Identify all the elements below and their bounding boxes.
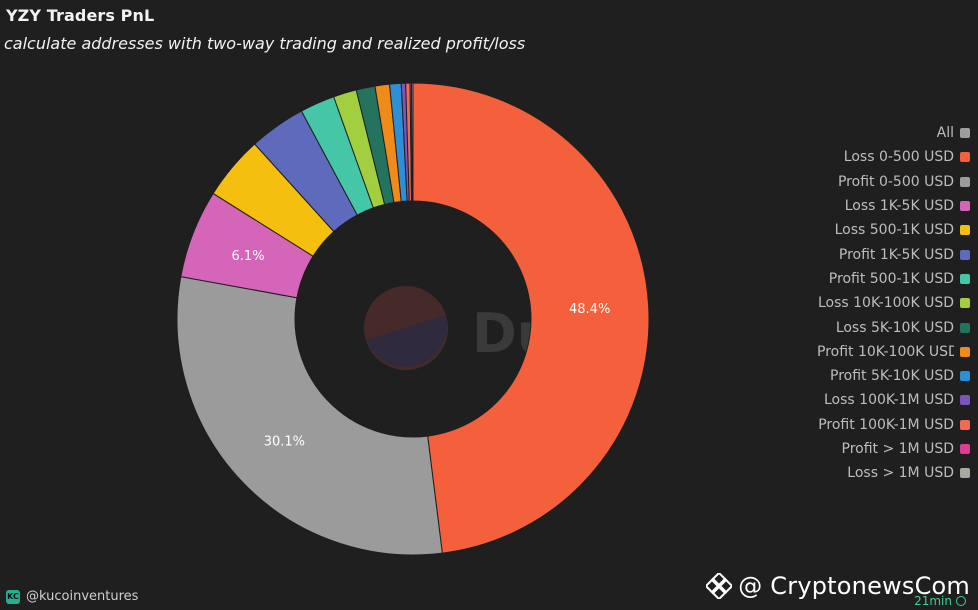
legend-item[interactable]: Profit 10K-100K USD	[817, 340, 970, 364]
legend-item[interactable]: Profit 1K-5K USD	[839, 242, 970, 266]
watermark-text: @ CryptonewsCom	[738, 572, 970, 600]
legend-swatch	[960, 249, 970, 260]
legend-label: Profit 5K-10K USD	[830, 368, 954, 385]
legend-swatch	[960, 395, 970, 406]
legend-swatch	[960, 419, 970, 430]
pie-data-labels: 48.4% 30.1% 6.1%	[232, 249, 611, 450]
legend-swatch	[960, 298, 970, 309]
legend-label: All	[936, 125, 954, 142]
legend-label: Loss 5K-10K USD	[835, 319, 954, 336]
pie-data-label: 6.1%	[232, 249, 265, 264]
legend-item[interactable]: All	[937, 121, 970, 145]
legend-label: Loss 10K-100K USD	[817, 295, 954, 312]
legend-item[interactable]: Profit 500-1K USD	[829, 267, 970, 291]
legend-label: Profit 100K-1M USD	[818, 416, 954, 433]
chart-title: YZY Traders PnL	[6, 6, 155, 25]
legend-swatch	[960, 468, 970, 479]
legend-label: Loss 500-1K USD	[834, 222, 954, 239]
pie-data-label: 30.1%	[264, 435, 305, 450]
legend-label: Profit > 1M USD	[841, 441, 955, 457]
legend-item[interactable]: Profit 5K-10K USD	[830, 364, 970, 388]
legend-item[interactable]: Loss 100K-1M USD	[824, 388, 970, 412]
legend-label: Profit 1K-5K USD	[838, 246, 954, 263]
legend-swatch	[960, 152, 970, 163]
legend-swatch	[960, 273, 970, 284]
pie-slice[interactable]	[176, 275, 443, 556]
legend-swatch	[960, 225, 970, 236]
legend-swatch	[960, 346, 970, 357]
legend-item[interactable]: Loss 0-500 USD	[844, 145, 970, 169]
legend-label: Loss 1K-5K USD	[844, 198, 954, 215]
refresh-check-icon	[956, 596, 966, 606]
legend-label: Profit 0-500 USD	[837, 173, 954, 190]
chart-legend: All Loss 0-500 USD Profit 0-500 USD Loss 1K…	[800, 121, 970, 485]
legend-swatch	[960, 371, 970, 382]
legend-swatch	[960, 176, 970, 187]
source-handle: KC @kucoinventures	[6, 589, 138, 604]
legend-item[interactable]: Loss 5K-10K USD	[836, 315, 970, 339]
legend-label: Profit 500-1K USD	[828, 270, 954, 287]
refresh-status[interactable]: 21min	[914, 594, 966, 608]
legend-item[interactable]: Profit > 1M USD	[841, 437, 970, 461]
legend-item[interactable]: Loss 1K-5K USD	[845, 194, 970, 218]
legend-label: Profit 10K-100K USD	[817, 343, 954, 360]
pie-slices	[176, 82, 650, 556]
legend-item[interactable]: Loss 500-1K USD	[835, 218, 970, 242]
legend-item[interactable]: Profit 0-500 USD	[838, 170, 970, 194]
pie-slice[interactable]	[412, 82, 650, 554]
legend-label: Loss > 1M USD	[847, 465, 954, 482]
source-handle-text: @kucoinventures	[26, 589, 139, 604]
legend-item[interactable]: Loss > 1M USD	[847, 461, 970, 485]
legend-label: Loss 0-500 USD	[843, 149, 954, 166]
pie-data-label: 48.4%	[569, 302, 610, 317]
pie-slice[interactable]	[411, 82, 414, 202]
legend-item[interactable]: Loss 10K-100K USD	[818, 291, 970, 315]
legend-swatch	[960, 322, 970, 333]
legend-item[interactable]: Profit 100K-1M USD	[818, 413, 970, 437]
refresh-time: 21min	[914, 594, 952, 608]
legend-swatch	[960, 128, 970, 139]
chart-subtitle: calculate addresses with two-way trading…	[4, 34, 526, 53]
cryptonews-watermark: @ CryptonewsCom	[706, 572, 970, 600]
legend-swatch	[960, 201, 970, 212]
diamond-logo-icon	[706, 573, 733, 599]
legend-swatch	[960, 444, 970, 454]
legend-label: Loss 100K-1M USD	[824, 392, 954, 409]
kucoin-logo-icon: KC	[6, 589, 20, 604]
